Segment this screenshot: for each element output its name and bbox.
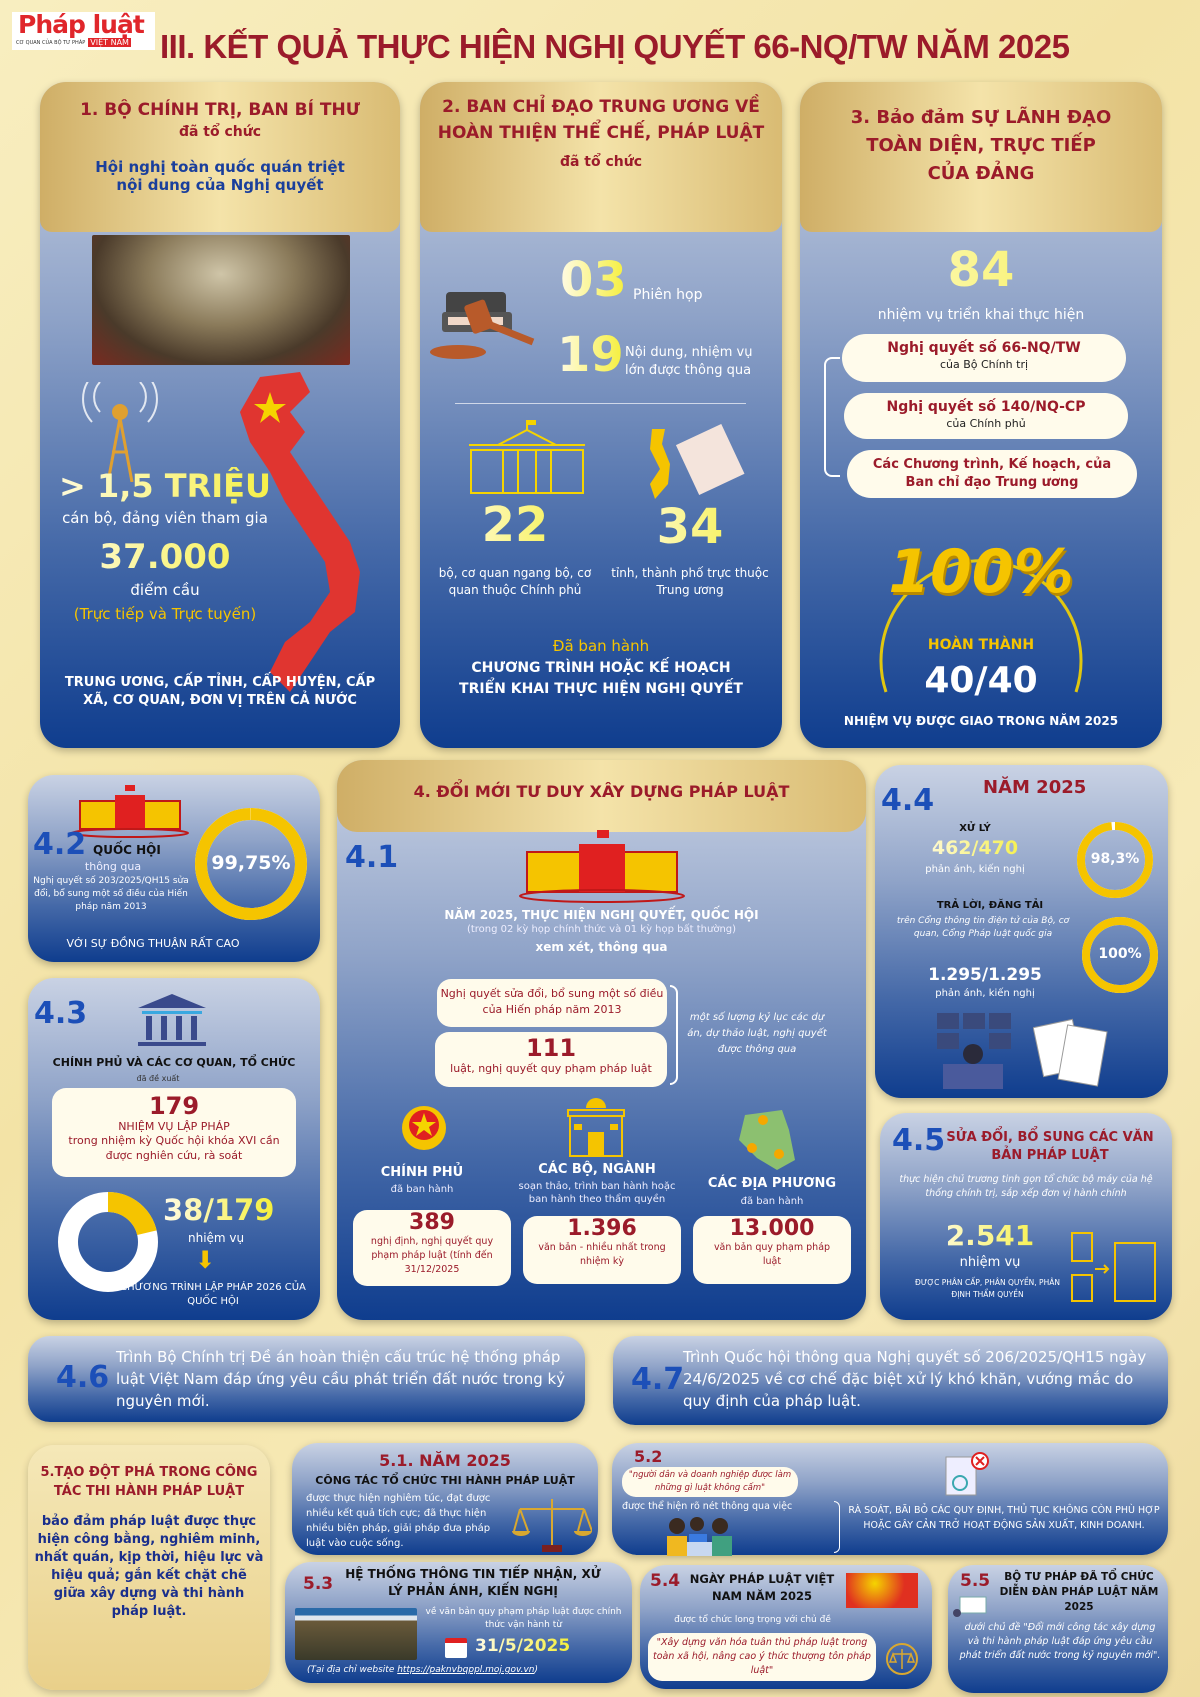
section-5-1-panel: 5.1. NĂM 2025 CÔNG TÁC TỔ CHỨC THI HÀNH …: [292, 1443, 598, 1555]
forum-presentation-icon: [953, 1596, 987, 1617]
government-pillars-icon: [138, 994, 206, 1046]
bracket-connector: [824, 357, 840, 477]
response-donut: [1082, 917, 1158, 993]
theme-quote-card: "Xây dựng văn hóa tuân thủ pháp luật tro…: [648, 1633, 876, 1681]
completion-arc: [879, 559, 1083, 693]
tasks-donut: [58, 1192, 158, 1292]
laws-card: 111 luật, nghị quyết quy phạm pháp luật: [435, 1032, 667, 1087]
vietnam-map-document-icon: [650, 424, 745, 499]
section-4-4-panel: 4.4 NĂM 2025 XỬ LÝ 462/470 phản ánh, kiế…: [875, 765, 1168, 1098]
justice-emblem-icon: [886, 1643, 918, 1675]
page-title: III. KẾT QUẢ THỰC HIỆN NGHỊ QUYẾT 66-NQ/…: [160, 28, 1070, 65]
divider: [455, 403, 746, 404]
logo: Pháp luật CƠ QUAN CỦA BỘ TƯ PHÁP VIỆT NAM: [12, 12, 155, 50]
control-room-icon: [937, 1013, 1011, 1089]
constitution-card: Nghị quyết sửa đổi, bổ sung một số điều …: [437, 979, 667, 1027]
quote-card: "người dân và doanh nghiệp được làm nhữn…: [622, 1467, 798, 1497]
section-5-3-panel: 5.3 HỆ THỐNG THÔNG TIN TIẾP NHẬN, XỬ LÝ …: [285, 1562, 632, 1683]
section-5-panel: 5.TẠO ĐỘT PHÁ TRONG CÔNG TÁC THI HÀNH PH…: [28, 1445, 270, 1690]
broadcast-tower-icon: [82, 382, 158, 482]
source-card: Nghị quyết số 66-NQ/TW của Bộ Chính trị: [842, 334, 1126, 382]
section-2-panel: 2. BAN CHỈ ĐẠO TRUNG ƯƠNG VỀ HOÀN THIỆN …: [420, 82, 782, 748]
national-assembly-icon: [519, 830, 685, 903]
local-map-pins-icon: [739, 1110, 795, 1170]
legislative-tasks-card: 179 NHIỆM VỤ LẬP PHÁP trong nhiệm kỳ Quố…: [52, 1088, 296, 1177]
national-assembly-icon: [71, 785, 189, 838]
scales-of-justice-icon: [512, 1499, 592, 1552]
brace: [670, 985, 678, 1085]
section-4-5-panel: 4.5 SỬA ĐỔI, BỔ SUNG CÁC VĂN BẢN PHÁP LU…: [880, 1113, 1172, 1320]
section-4-6-panel: 4.6 Trình Bộ Chính trị Đề án hoàn thiện …: [28, 1336, 585, 1422]
stat-card: 389 nghị định, nghị quyết quy phạm pháp l…: [353, 1210, 511, 1286]
stat-card: 13.000 văn bản quy phạm pháp luật: [693, 1216, 851, 1284]
section-5-4-panel: 5.4 NGÀY PHÁP LUẬT VIỆT NAM NĂM 2025 đượ…: [640, 1565, 932, 1689]
arrow-down-icon: ⬇: [195, 1246, 216, 1274]
government-building-icon: [469, 420, 585, 494]
website-link[interactable]: https://paknvbqppl.moj.gov.vn: [397, 1665, 535, 1675]
section-4-3-panel: 4.3 CHÍNH PHỦ VÀ CÁC CƠ QUAN, TỔ CHỨC đã…: [28, 978, 320, 1320]
brace: [834, 1501, 840, 1553]
section-5-2-panel: 5.2 "người dân và doanh nghiệp được làm …: [612, 1443, 1168, 1556]
section-4-panel: 4. ĐỔI MỚI TƯ DUY XÂY DỰNG PHÁP LUẬT 4.1…: [337, 760, 866, 1320]
consensus-donut: [195, 808, 307, 920]
source-card: Các Chương trình, Kế hoạch, của Ban chỉ …: [847, 450, 1137, 498]
document-review-reject-icon: [945, 1452, 989, 1496]
vietnam-map-icon: [240, 372, 360, 692]
section-5-5-panel: 5.5 BỘ TƯ PHÁP ĐÃ TỔ CHỨC DIỄN ĐÀN PHÁP …: [948, 1565, 1168, 1693]
calendar-icon: [445, 1638, 467, 1658]
gavel-books-icon: [430, 292, 535, 359]
conference-hall-photo: [92, 235, 350, 365]
section-4-2-panel: 4.2 QUỐC HỘI thông qua Nghị quyết số 203…: [28, 775, 320, 962]
merge-buildings-icon: [1071, 1232, 1156, 1302]
national-emblem-icon: [402, 1106, 446, 1150]
website-screenshot: [295, 1608, 417, 1660]
stat-card: 1.396 văn bản - nhiều nhất trong nhiệm kỳ: [523, 1216, 681, 1284]
section-3-panel: 3. Bảo đảm SỰ LÃNH ĐẠO TOÀN DIỆN, TRỰC T…: [800, 82, 1162, 748]
processing-donut: [1077, 822, 1153, 898]
section-4-7-panel: 4.7 Trình Quốc hội thông qua Nghị quyết …: [613, 1336, 1168, 1425]
ministry-building-icon: [567, 1098, 625, 1157]
documents-icon: [1033, 1018, 1108, 1087]
law-day-poster: [846, 1573, 918, 1608]
source-card: Nghị quyết số 140/NQ-CP của Chính phủ: [844, 393, 1128, 439]
people-laptop-icon: [667, 1517, 732, 1556]
section-1-panel: 1. BỘ CHÍNH TRỊ, BAN BÍ THƯ đã tổ chức H…: [40, 82, 400, 748]
